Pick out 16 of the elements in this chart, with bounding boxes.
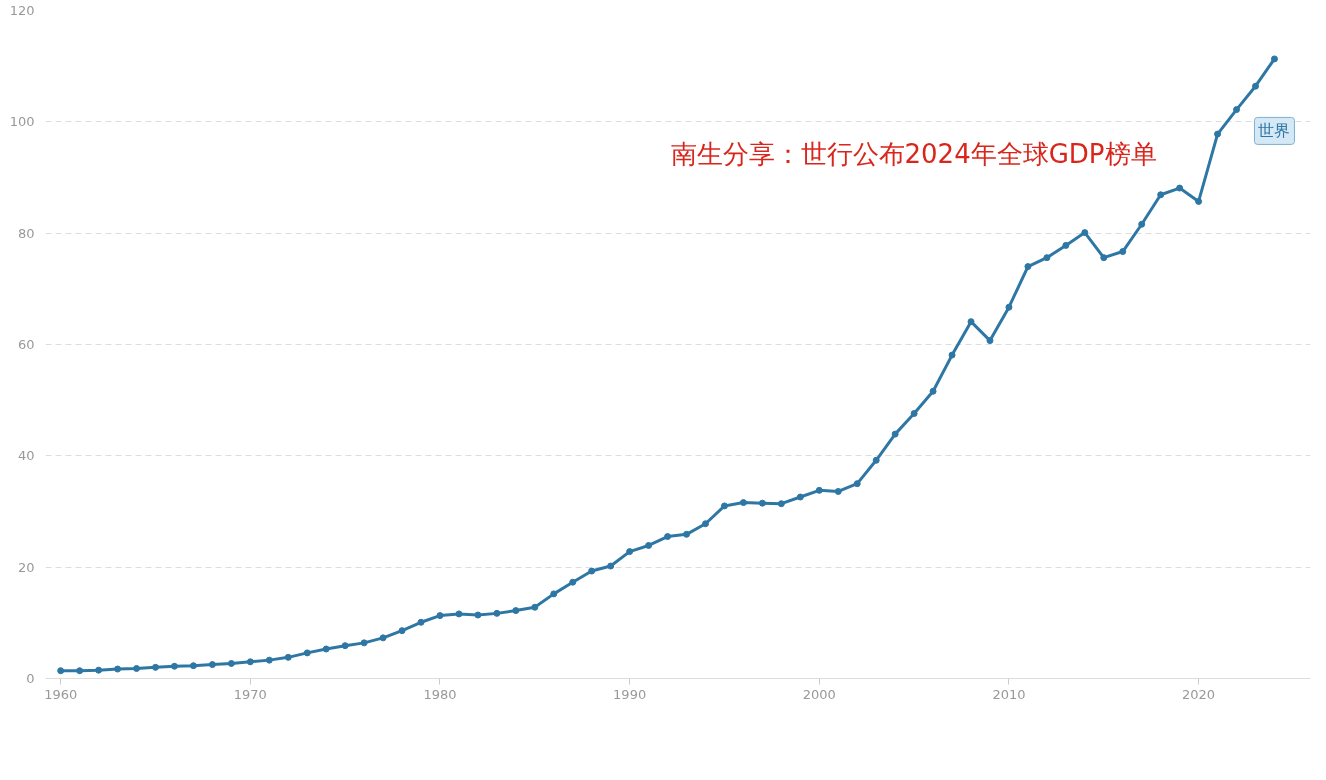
series-label: 世界 — [1258, 121, 1291, 141]
y-tick-label: 40 — [17, 448, 35, 464]
x-tick-label: 1960 — [44, 686, 78, 702]
annotation: 南生分享：世行公布2024年全球GDP榜单 — [670, 138, 1157, 169]
y-tick-label: 100 — [9, 114, 35, 130]
y-tick-label: 80 — [17, 225, 35, 241]
y-tick-label: 0 — [26, 671, 35, 686]
x-tick-label: 1980 — [423, 686, 457, 702]
x-tick-label: 2010 — [992, 686, 1026, 702]
x-tick-label: 2000 — [802, 686, 836, 702]
x-tick-label: 2020 — [1182, 686, 1216, 702]
y-tick-label: 60 — [17, 337, 35, 352]
x-tick-label: 1970 — [233, 686, 267, 702]
y-tick-label: 120 — [9, 3, 35, 18]
y-tick-label: 20 — [17, 559, 35, 575]
x-tick-label: 1990 — [613, 686, 647, 702]
